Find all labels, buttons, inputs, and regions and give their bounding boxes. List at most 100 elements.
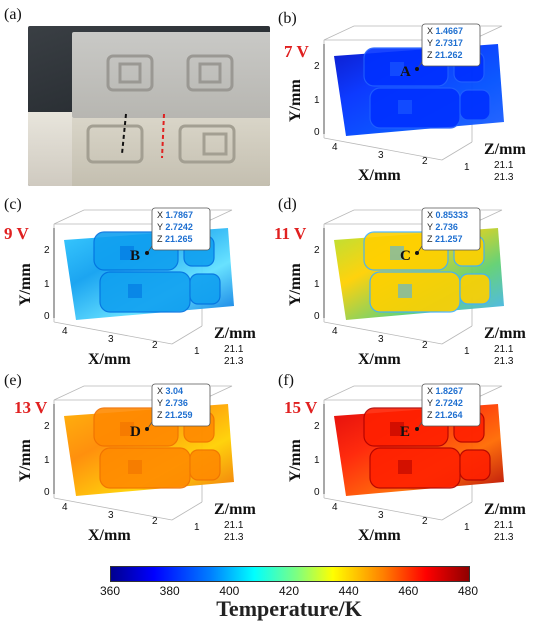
x-tick-label: 3 bbox=[378, 150, 384, 161]
colorbar-label: Temperature/K bbox=[216, 596, 362, 621]
panel-letter-a: (a) bbox=[4, 6, 22, 23]
thermal-3d-plot: 0 1 2 Y/mm 4 3 2 1 X/mm Z/mm 21.121.3 X 0.85333 Y 2.… bbox=[287, 207, 526, 368]
panel-letter: (c) bbox=[4, 196, 22, 213]
data-tip-y: Y 2.7317 bbox=[427, 38, 463, 48]
data-tip-x: X 1.7867 bbox=[157, 210, 193, 220]
voltage-label: 11 V bbox=[274, 224, 307, 243]
panel-c: (c) 9 V 0 1 2 Y/mm 4 3 2 1 X/mm Z/mm 21.1 21.3 X 1.786… bbox=[2, 188, 274, 371]
data-tip: X 1.4667 Y 2.7317 Z 21.262 A bbox=[400, 23, 481, 80]
y-axis-label: Y/mm bbox=[287, 439, 304, 482]
y-tick-label: 2 bbox=[314, 421, 320, 432]
thermal-3d-plot: 0 1 2 Y/mm 4 3 2 1 X/mm Z/mm 21.121.3 X 3.04 Y 2.736… bbox=[17, 383, 256, 544]
data-tip-y: Y 2.736 bbox=[427, 222, 458, 232]
z-tick-label: 21.1 bbox=[224, 344, 244, 355]
x-tick-label: 3 bbox=[378, 334, 384, 345]
data-tip-z: Z 21.264 bbox=[427, 410, 463, 420]
photo-patterns bbox=[86, 54, 236, 164]
x-axis-label: X/mm bbox=[358, 351, 401, 366]
colorbar-tick: 460 bbox=[398, 584, 419, 598]
y-tick-label: 2 bbox=[314, 61, 320, 72]
data-tip-y: Y 2.7242 bbox=[157, 222, 193, 232]
data-tip-y: Y 2.736 bbox=[157, 398, 188, 408]
point-label: C bbox=[400, 248, 411, 264]
data-tip-z: Z 21.262 bbox=[427, 50, 463, 60]
photo-connector-tab bbox=[28, 112, 80, 186]
x-tick-label: 1 bbox=[464, 162, 470, 173]
colorbar-tick: 400 bbox=[219, 584, 240, 598]
z-tick-label: 21.3 bbox=[224, 356, 244, 366]
y-tick-label: 1 bbox=[314, 95, 320, 106]
data-tip: X 0.85333 Y 2.736 Z 21.257 C bbox=[400, 207, 481, 264]
data-tip-z: Z 21.265 bbox=[157, 234, 193, 244]
thermal-3d-plot: 0 1 2 Y/mm 4 3 2 1 X/mm Z/mm 21.121.3 X 1.4667 Y 2.7… bbox=[287, 23, 526, 184]
y-tick-label: 2 bbox=[44, 245, 50, 256]
y-tick-label: 1 bbox=[314, 455, 320, 466]
colorbar bbox=[110, 566, 470, 582]
colorbar-tick: 420 bbox=[278, 584, 300, 598]
y-axis-label: Y/mm bbox=[287, 79, 304, 122]
colorbar-tick: 440 bbox=[338, 584, 359, 598]
x-tick-label: 3 bbox=[378, 510, 384, 521]
x-axis-label: X/mm bbox=[358, 167, 401, 182]
z-tick-label: 21.1 bbox=[224, 520, 244, 531]
point-label: B bbox=[130, 248, 140, 264]
z-axis-label: Z/mm bbox=[484, 501, 526, 518]
x-tick-label: 4 bbox=[62, 502, 68, 513]
panel-f: (f) 15 V 0 1 2 Y/mm 4 3 2 1 X/mm Z/mm 21.1 21.3 X 1.82… bbox=[272, 364, 544, 547]
x-tick-label: 3 bbox=[108, 510, 114, 521]
x-tick-label: 4 bbox=[62, 326, 68, 337]
point-label: D bbox=[130, 424, 141, 440]
point-label: E bbox=[400, 424, 410, 440]
data-tip: X 3.04 Y 2.736 Z 21.259 D bbox=[130, 383, 211, 440]
data-tip-x: X 1.8267 bbox=[427, 386, 463, 396]
x-tick-label: 1 bbox=[464, 346, 470, 357]
data-tip-z: Z 21.259 bbox=[157, 410, 193, 420]
z-tick-label: 21.1 bbox=[494, 520, 514, 531]
y-tick-label: 0 bbox=[314, 311, 320, 322]
device-photo bbox=[28, 26, 270, 186]
panel-letter: (e) bbox=[4, 372, 22, 389]
x-axis-label: X/mm bbox=[88, 351, 131, 366]
x-axis-label: X/mm bbox=[88, 527, 131, 542]
y-tick-label: 1 bbox=[314, 279, 320, 290]
data-tip-y: Y 2.7242 bbox=[427, 398, 463, 408]
z-axis-label: Z/mm bbox=[484, 141, 526, 158]
thermal-3d-plot: 0 1 2 Y/mm 4 3 2 1 X/mm Z/mm 21.121.3 X 1.8267 Y 2.7… bbox=[287, 383, 526, 544]
y-tick-label: 1 bbox=[44, 279, 50, 290]
voltage-label: 15 V bbox=[284, 398, 318, 417]
y-axis-label: Y/mm bbox=[17, 439, 34, 482]
colorbar-tick: 480 bbox=[457, 584, 479, 598]
photo-lower-block bbox=[72, 118, 270, 186]
x-tick-label: 2 bbox=[422, 516, 428, 527]
x-tick-label: 4 bbox=[332, 502, 338, 513]
panel-b: (b) 7 V 0 1 2 Y/mm 4 3 2 1 X/mm Z/mm 21.1 21.3 X 1.466… bbox=[272, 4, 544, 187]
y-tick-label: 0 bbox=[314, 127, 320, 138]
x-tick-label: 4 bbox=[332, 142, 338, 153]
thermal-3d-plot: 0 1 2 Y/mm 4 3 2 1 X/mm Z/mm 21.121.3 X 1.7867 Y 2.7… bbox=[17, 207, 256, 368]
panel-letter: (b) bbox=[278, 10, 297, 27]
x-tick-label: 1 bbox=[194, 522, 200, 533]
photo-upper-block bbox=[72, 32, 270, 118]
z-axis-label: Z/mm bbox=[484, 325, 526, 342]
x-tick-label: 1 bbox=[194, 346, 200, 357]
colorbar-tick: 380 bbox=[159, 584, 180, 598]
data-tip: X 1.7867 Y 2.7242 Z 21.265 B bbox=[130, 207, 211, 264]
y-axis-label: Y/mm bbox=[287, 263, 304, 306]
z-tick-label: 21.3 bbox=[494, 356, 514, 366]
y-tick-label: 0 bbox=[44, 311, 50, 322]
z-axis-label: Z/mm bbox=[214, 501, 256, 518]
voltage-label: 9 V bbox=[4, 224, 29, 243]
panel-e: (e) 13 V 0 1 2 Y/mm 4 3 2 1 X/mm Z/mm 21.1 21.3 X 3.04… bbox=[2, 364, 274, 547]
panel-letter: (f) bbox=[278, 372, 294, 389]
data-tip-z: Z 21.257 bbox=[427, 234, 463, 244]
data-tip-x: X 3.04 bbox=[157, 386, 183, 396]
z-tick-label: 21.3 bbox=[224, 532, 244, 542]
y-tick-label: 0 bbox=[314, 487, 320, 498]
panel-d: (d) 11 V 0 1 2 Y/mm 4 3 2 1 X/mm Z/mm 21.1 21.3 X 0.85… bbox=[272, 188, 544, 371]
panel-letter: (d) bbox=[278, 196, 297, 213]
colorbar-tick: 360 bbox=[99, 584, 121, 598]
z-tick-label: 21.3 bbox=[494, 172, 514, 182]
x-tick-label: 2 bbox=[422, 156, 428, 167]
point-label: A bbox=[400, 64, 411, 80]
x-axis-label: X/mm bbox=[358, 527, 401, 542]
